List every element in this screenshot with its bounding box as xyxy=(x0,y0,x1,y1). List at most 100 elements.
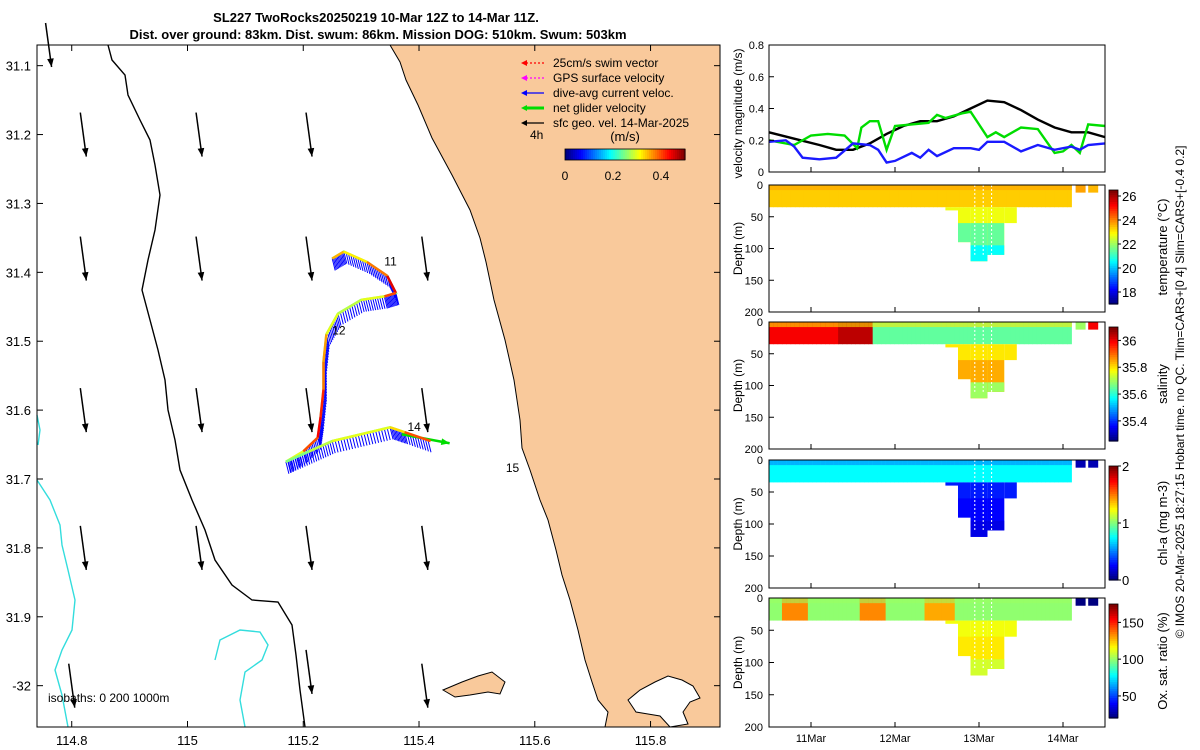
map-y-tick-label: 31.3 xyxy=(6,196,31,211)
section-cell xyxy=(859,460,865,483)
colorbar-cell xyxy=(1109,711,1118,715)
colorbar-cell xyxy=(1109,253,1118,257)
section-cell xyxy=(812,598,818,621)
colorbar-cell xyxy=(1109,278,1118,282)
legend-entry: 25cm/s swim vector xyxy=(521,56,658,70)
section-cell xyxy=(959,322,964,345)
section-cell xyxy=(954,322,960,328)
dive-avg-vector xyxy=(329,328,334,341)
section-y-tick-label: 200 xyxy=(745,583,763,595)
section-cell xyxy=(967,598,973,621)
isobath-contour xyxy=(36,479,76,728)
colorbar-cell xyxy=(1109,502,1118,506)
section-cell xyxy=(924,460,930,466)
colorbar-cell xyxy=(1109,548,1118,551)
map-y-tick-label: 31.8 xyxy=(6,541,31,556)
section-cell xyxy=(898,322,904,345)
dive-avg-vector xyxy=(349,436,354,450)
section-cell xyxy=(937,460,943,483)
dive-avg-vector xyxy=(296,456,301,469)
section-cell xyxy=(1006,322,1012,328)
track-segment xyxy=(337,298,362,315)
colorbar-label: salinity xyxy=(1155,364,1170,404)
section-cell xyxy=(1049,322,1055,345)
track-segment xyxy=(360,295,385,302)
section-cell xyxy=(937,598,943,621)
section-cell xyxy=(967,185,973,208)
colorbar-cell xyxy=(613,149,616,160)
section-cell xyxy=(851,460,856,466)
section-cell xyxy=(786,598,792,621)
section-cell xyxy=(1023,598,1029,604)
colorbar-cell xyxy=(1109,274,1118,278)
colorbar-cell xyxy=(1109,283,1118,287)
colorbar-cell xyxy=(1109,301,1118,305)
track-segment xyxy=(319,389,325,418)
section-cell xyxy=(859,322,865,345)
section-cell xyxy=(790,322,796,328)
colorbar-label: Ox. sat. ratio (%) xyxy=(1155,612,1170,710)
section-cell xyxy=(911,460,917,466)
dive-avg-vector xyxy=(337,313,342,326)
section-cell xyxy=(812,185,818,191)
colorbar-cell xyxy=(671,149,674,160)
section-cell xyxy=(846,460,852,466)
sfc-geo-vector xyxy=(305,388,315,433)
section-cell xyxy=(928,185,934,191)
section-cell xyxy=(1058,460,1064,483)
section-cell xyxy=(954,598,960,604)
section-cell xyxy=(1023,322,1029,328)
colorbar-cell xyxy=(1109,404,1118,408)
colorbar-cell xyxy=(1109,495,1118,499)
legend-label: net glider velocity xyxy=(553,101,646,115)
colorbar-cell xyxy=(1109,656,1118,660)
section-cell xyxy=(1015,322,1021,345)
colorbar-cell xyxy=(1109,564,1118,567)
section-cell xyxy=(958,360,971,380)
dive-avg-vector xyxy=(381,296,386,309)
section-cell xyxy=(902,322,908,328)
track-segment xyxy=(308,439,333,453)
colorbar-cell xyxy=(1109,240,1118,244)
colorbar-tick-label: 0 xyxy=(1122,573,1129,588)
dive-avg-vector xyxy=(367,298,372,311)
bathymetry-contours xyxy=(36,44,306,728)
colorbar-cell xyxy=(1109,606,1118,610)
section-cell xyxy=(902,185,908,208)
section-cell xyxy=(803,185,809,208)
colorbar-cell xyxy=(1109,381,1118,385)
section-cell xyxy=(1015,322,1021,328)
track-segment xyxy=(404,430,431,443)
section-cell xyxy=(868,322,874,328)
section-cell xyxy=(833,598,839,604)
colorbar-cell xyxy=(623,149,626,160)
section-cell xyxy=(1010,322,1016,328)
section-cell xyxy=(1006,322,1012,345)
colorbar-cell xyxy=(1109,199,1118,202)
section-cell xyxy=(794,460,800,466)
track-segment xyxy=(360,426,391,436)
section-cell xyxy=(881,598,887,604)
colorbar-cell xyxy=(1109,342,1118,346)
section-cell xyxy=(945,207,958,211)
section-cell xyxy=(820,598,826,604)
section-cell xyxy=(1041,460,1046,483)
estuary xyxy=(627,675,701,728)
section-cell xyxy=(769,185,774,208)
time-tick-label: 13Mar xyxy=(963,733,995,745)
section-cell xyxy=(985,460,990,483)
section-cell xyxy=(1049,460,1055,483)
dive-avg-vector xyxy=(422,438,427,451)
section-cell xyxy=(1028,322,1034,345)
section-cell xyxy=(846,322,852,328)
colorbar-cell xyxy=(637,149,640,160)
section-cell xyxy=(1075,185,1086,193)
colorbar-cell xyxy=(1109,699,1118,703)
colorbar-cell xyxy=(577,149,580,160)
section-cell xyxy=(777,322,783,345)
section-cell xyxy=(954,185,960,191)
section-cell xyxy=(980,598,986,621)
colorbar-cell xyxy=(1109,260,1118,264)
map-y-tick-label: 31.6 xyxy=(6,403,31,418)
section-cell xyxy=(838,598,843,621)
